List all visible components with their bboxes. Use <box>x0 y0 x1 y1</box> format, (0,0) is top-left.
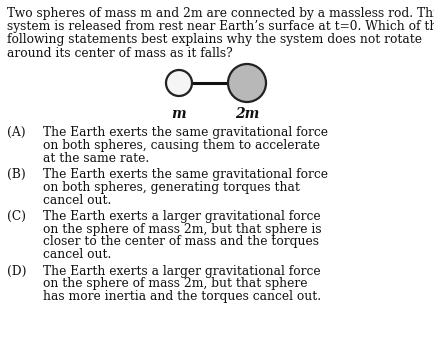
Text: on both spheres, causing them to accelerate: on both spheres, causing them to acceler… <box>43 139 319 152</box>
Text: at the same rate.: at the same rate. <box>43 152 149 165</box>
Text: The Earth exerts the same gravitational force: The Earth exerts the same gravitational … <box>43 168 327 181</box>
Text: following statements best explains why the system does not rotate: following statements best explains why t… <box>7 33 421 46</box>
Text: m: m <box>171 107 186 121</box>
Text: on both spheres, generating torques that: on both spheres, generating torques that <box>43 181 299 194</box>
Text: cancel out.: cancel out. <box>43 248 111 261</box>
Text: (C): (C) <box>7 210 26 223</box>
Text: closer to the center of mass and the torques: closer to the center of mass and the tor… <box>43 235 318 248</box>
Text: 2m: 2m <box>234 107 259 121</box>
Text: The Earth exerts the same gravitational force: The Earth exerts the same gravitational … <box>43 126 327 139</box>
Text: around its center of mass as it falls?: around its center of mass as it falls? <box>7 47 232 60</box>
Text: on the sphere of mass 2m, but that sphere is: on the sphere of mass 2m, but that spher… <box>43 223 321 236</box>
Text: (B): (B) <box>7 168 26 181</box>
Text: (D): (D) <box>7 264 26 277</box>
Text: on the sphere of mass 2m, but that sphere: on the sphere of mass 2m, but that spher… <box>43 277 307 290</box>
Circle shape <box>227 64 265 102</box>
Text: cancel out.: cancel out. <box>43 193 111 206</box>
Text: system is released from rest near Earth’s surface at t=0. Which of the: system is released from rest near Earth’… <box>7 20 434 33</box>
Circle shape <box>166 70 191 96</box>
Text: The Earth exerts a larger gravitational force: The Earth exerts a larger gravitational … <box>43 264 320 277</box>
Text: The Earth exerts a larger gravitational force: The Earth exerts a larger gravitational … <box>43 210 320 223</box>
Text: Two spheres of mass m and 2m are connected by a massless rod. This: Two spheres of mass m and 2m are connect… <box>7 7 434 20</box>
Text: has more inertia and the torques cancel out.: has more inertia and the torques cancel … <box>43 290 320 303</box>
Text: (A): (A) <box>7 126 26 139</box>
